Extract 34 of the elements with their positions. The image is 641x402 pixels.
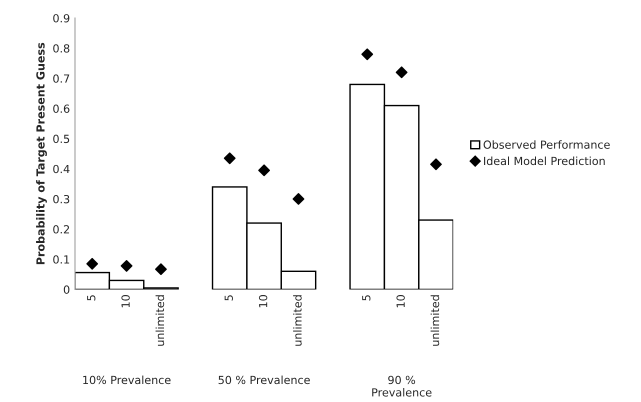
point [155, 263, 167, 276]
point [430, 158, 442, 170]
point [86, 258, 98, 270]
y-tick-label: 0 [64, 285, 70, 294]
legend-label: Ideal Model Prediction [484, 156, 605, 166]
point [396, 66, 408, 78]
x-tick-label: 5 [224, 295, 233, 301]
y-tick-label: 0.6 [53, 104, 70, 113]
text: 50 % Prevalence [218, 376, 310, 384]
y-tick-label: 0.2 [53, 225, 70, 234]
x-tick-label: unlimited [156, 295, 164, 346]
point [120, 260, 132, 272]
x-tick-label: 10 [396, 295, 405, 308]
y-tick-label: 0.4 [53, 164, 70, 174]
y-tick-label: 0.1 [53, 255, 70, 264]
y-tick-label: 0.3 [53, 194, 70, 204]
legend-label: Observed Performance [484, 140, 610, 149]
y-tick-label: 0.7 [53, 74, 70, 83]
y-tick-label: 0.5 [53, 134, 70, 144]
x-tick-label: 10 [258, 295, 268, 308]
point [258, 164, 270, 176]
text: 90 % Prevalence [372, 376, 432, 397]
y-tick-label: 0.8 [53, 44, 70, 53]
y-axis-title: Probability of Target Present Guess [36, 42, 47, 264]
x-tick-label: 10 [121, 295, 130, 308]
x-tick-label: unlimited [293, 295, 302, 346]
point [224, 152, 236, 164]
text: 10% Prevalence [83, 376, 171, 384]
y-tick-label: 0.9 [53, 14, 70, 22]
x-tick-label: unlimited [430, 295, 440, 346]
point [361, 48, 374, 60]
x-tick-label: 5 [87, 295, 96, 301]
point [292, 193, 304, 205]
x-tick-label: 5 [362, 295, 370, 301]
